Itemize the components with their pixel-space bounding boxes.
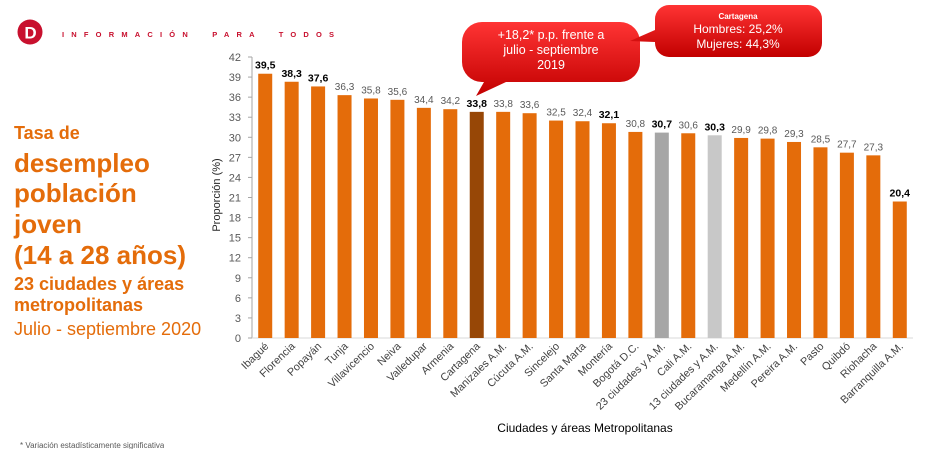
bar-bucaramanga-a-m	[734, 137, 749, 338]
value-label: 34,4	[414, 95, 434, 106]
bar-armenia	[443, 109, 458, 338]
value-label: 38,3	[281, 68, 302, 80]
bar-pereira-a-m	[787, 141, 802, 338]
value-label: 33,8	[467, 98, 488, 110]
bar-13-ciudades-y-a-m	[707, 135, 722, 338]
callout-change-line: +18,2* p.p. frente a	[498, 28, 605, 42]
bar-manizales-a-m	[496, 111, 511, 338]
callout-gender-line: Hombres: 25,2%	[693, 22, 783, 36]
value-label: 30,3	[704, 121, 725, 133]
y-tick-label: 24	[229, 172, 241, 184]
title-block: Tasa de desempleo población joven (14 a …	[14, 0, 204, 345]
footnote: * Variación estadísticamente significati…	[20, 441, 165, 449]
callout-change-line: julio - septiembre	[502, 43, 598, 57]
y-axis-title: Proporción (%)	[211, 158, 223, 231]
bar-barranquilla-a-m	[892, 201, 907, 338]
y-tick-label: 33	[229, 112, 241, 124]
callout-change-bubble	[462, 22, 640, 96]
y-tick-label: 21	[229, 193, 241, 205]
callout-change: +18,2* p.p. frente a julio - septiembre …	[462, 22, 640, 96]
x-axis-labels: IbaguéFlorenciaPopayánTunjaVillavicencio…	[239, 340, 906, 413]
bar-neiva	[390, 99, 405, 338]
value-label: 30,8	[626, 119, 646, 130]
title-period: Julio - septiembre 2020	[14, 319, 202, 339]
value-label: 34,2	[441, 96, 461, 107]
bar-florencia	[284, 81, 299, 338]
bar-pasto	[813, 147, 828, 338]
y-tick-label: 27	[229, 152, 241, 164]
value-label: 32,5	[546, 108, 566, 119]
bar-cali-a-m	[681, 133, 696, 338]
bar-sincelejo	[549, 120, 564, 338]
y-tick-label: 3	[235, 313, 241, 325]
callout-change-line: 2019	[537, 58, 565, 72]
title-main-line: (14 a 28 años)	[14, 240, 186, 270]
value-label: 33,6	[520, 100, 540, 111]
bar-valledupar	[416, 107, 431, 338]
bar-ibague	[258, 73, 273, 338]
bar-23-ciudades-y-a-m	[654, 132, 669, 338]
value-label: 28,5	[811, 134, 831, 145]
bar-villavicencio	[363, 98, 378, 338]
x-axis-title: Ciudades y áreas Metropolitanas	[497, 421, 672, 435]
value-labels: 39,5 38,3 37,6 36,3 35,8 35,6 34,4 34,2 33,8 33,8…	[255, 60, 910, 200]
bar-tunja	[337, 95, 352, 338]
y-tick-label: 12	[229, 253, 241, 265]
dane-logo: D	[17, 19, 43, 45]
bar-monteria	[601, 123, 616, 339]
title-main-line: joven	[14, 209, 82, 239]
y-tick-label: 0	[235, 333, 241, 345]
y-tick-label: 42	[229, 52, 241, 64]
bar-cartagena	[469, 111, 484, 338]
value-label: 39,5	[255, 60, 276, 72]
value-label: 32,1	[599, 109, 620, 121]
logo-letter: D	[24, 24, 36, 43]
callout-gender: Cartagena Hombres: 25,2% Mujeres: 44,3%	[630, 5, 822, 57]
value-label: 35,6	[388, 87, 408, 98]
callout-gender-line: Mujeres: 44,3%	[696, 37, 780, 51]
y-tick-label: 18	[229, 213, 241, 225]
brand-tagline: INFORMACIÓN PARA TODOS	[62, 30, 342, 39]
bar-quibdo	[839, 152, 854, 338]
y-tick-label: 39	[229, 72, 241, 84]
y-tick-label: 36	[229, 92, 241, 104]
y-tick-label: 6	[235, 293, 241, 305]
value-label: 29,8	[758, 126, 778, 137]
value-label: 27,7	[837, 140, 857, 151]
y-tick-label: 30	[229, 132, 241, 144]
bar-cucuta-a-m	[522, 113, 537, 338]
bar-riohacha	[866, 155, 881, 338]
bars	[258, 73, 907, 339]
value-label: 20,4	[890, 188, 911, 200]
value-label: 33,8	[493, 99, 513, 110]
value-label: 30,6	[679, 120, 699, 131]
bar-bogota-d-c	[628, 131, 643, 338]
value-label: 30,7	[652, 119, 673, 131]
bar-medellin-a-m	[760, 138, 775, 338]
value-label: 27,3	[864, 142, 884, 153]
title-scope-line: metropolitanas	[14, 295, 144, 315]
value-label: 37,6	[308, 72, 329, 84]
value-label: 29,3	[784, 129, 804, 140]
y-tick-label: 15	[229, 233, 241, 245]
value-label: 36,3	[335, 82, 355, 93]
value-label: 29,9	[731, 125, 751, 136]
value-label: 32,4	[573, 108, 593, 119]
callout-gender-bubble	[630, 5, 822, 57]
title-main-line: desempleo	[14, 148, 150, 178]
title-lead: Tasa de	[14, 123, 80, 143]
title-scope-line: 23 ciudades y áreas	[14, 274, 185, 294]
callout-gender-title: Cartagena	[718, 12, 758, 21]
logo-circle	[17, 19, 43, 45]
bar-santa-marta	[575, 121, 590, 338]
y-tick-label: 9	[235, 273, 241, 285]
value-label: 35,8	[361, 85, 381, 96]
bar-popayan	[311, 86, 326, 338]
title-main-line: población	[14, 178, 137, 208]
